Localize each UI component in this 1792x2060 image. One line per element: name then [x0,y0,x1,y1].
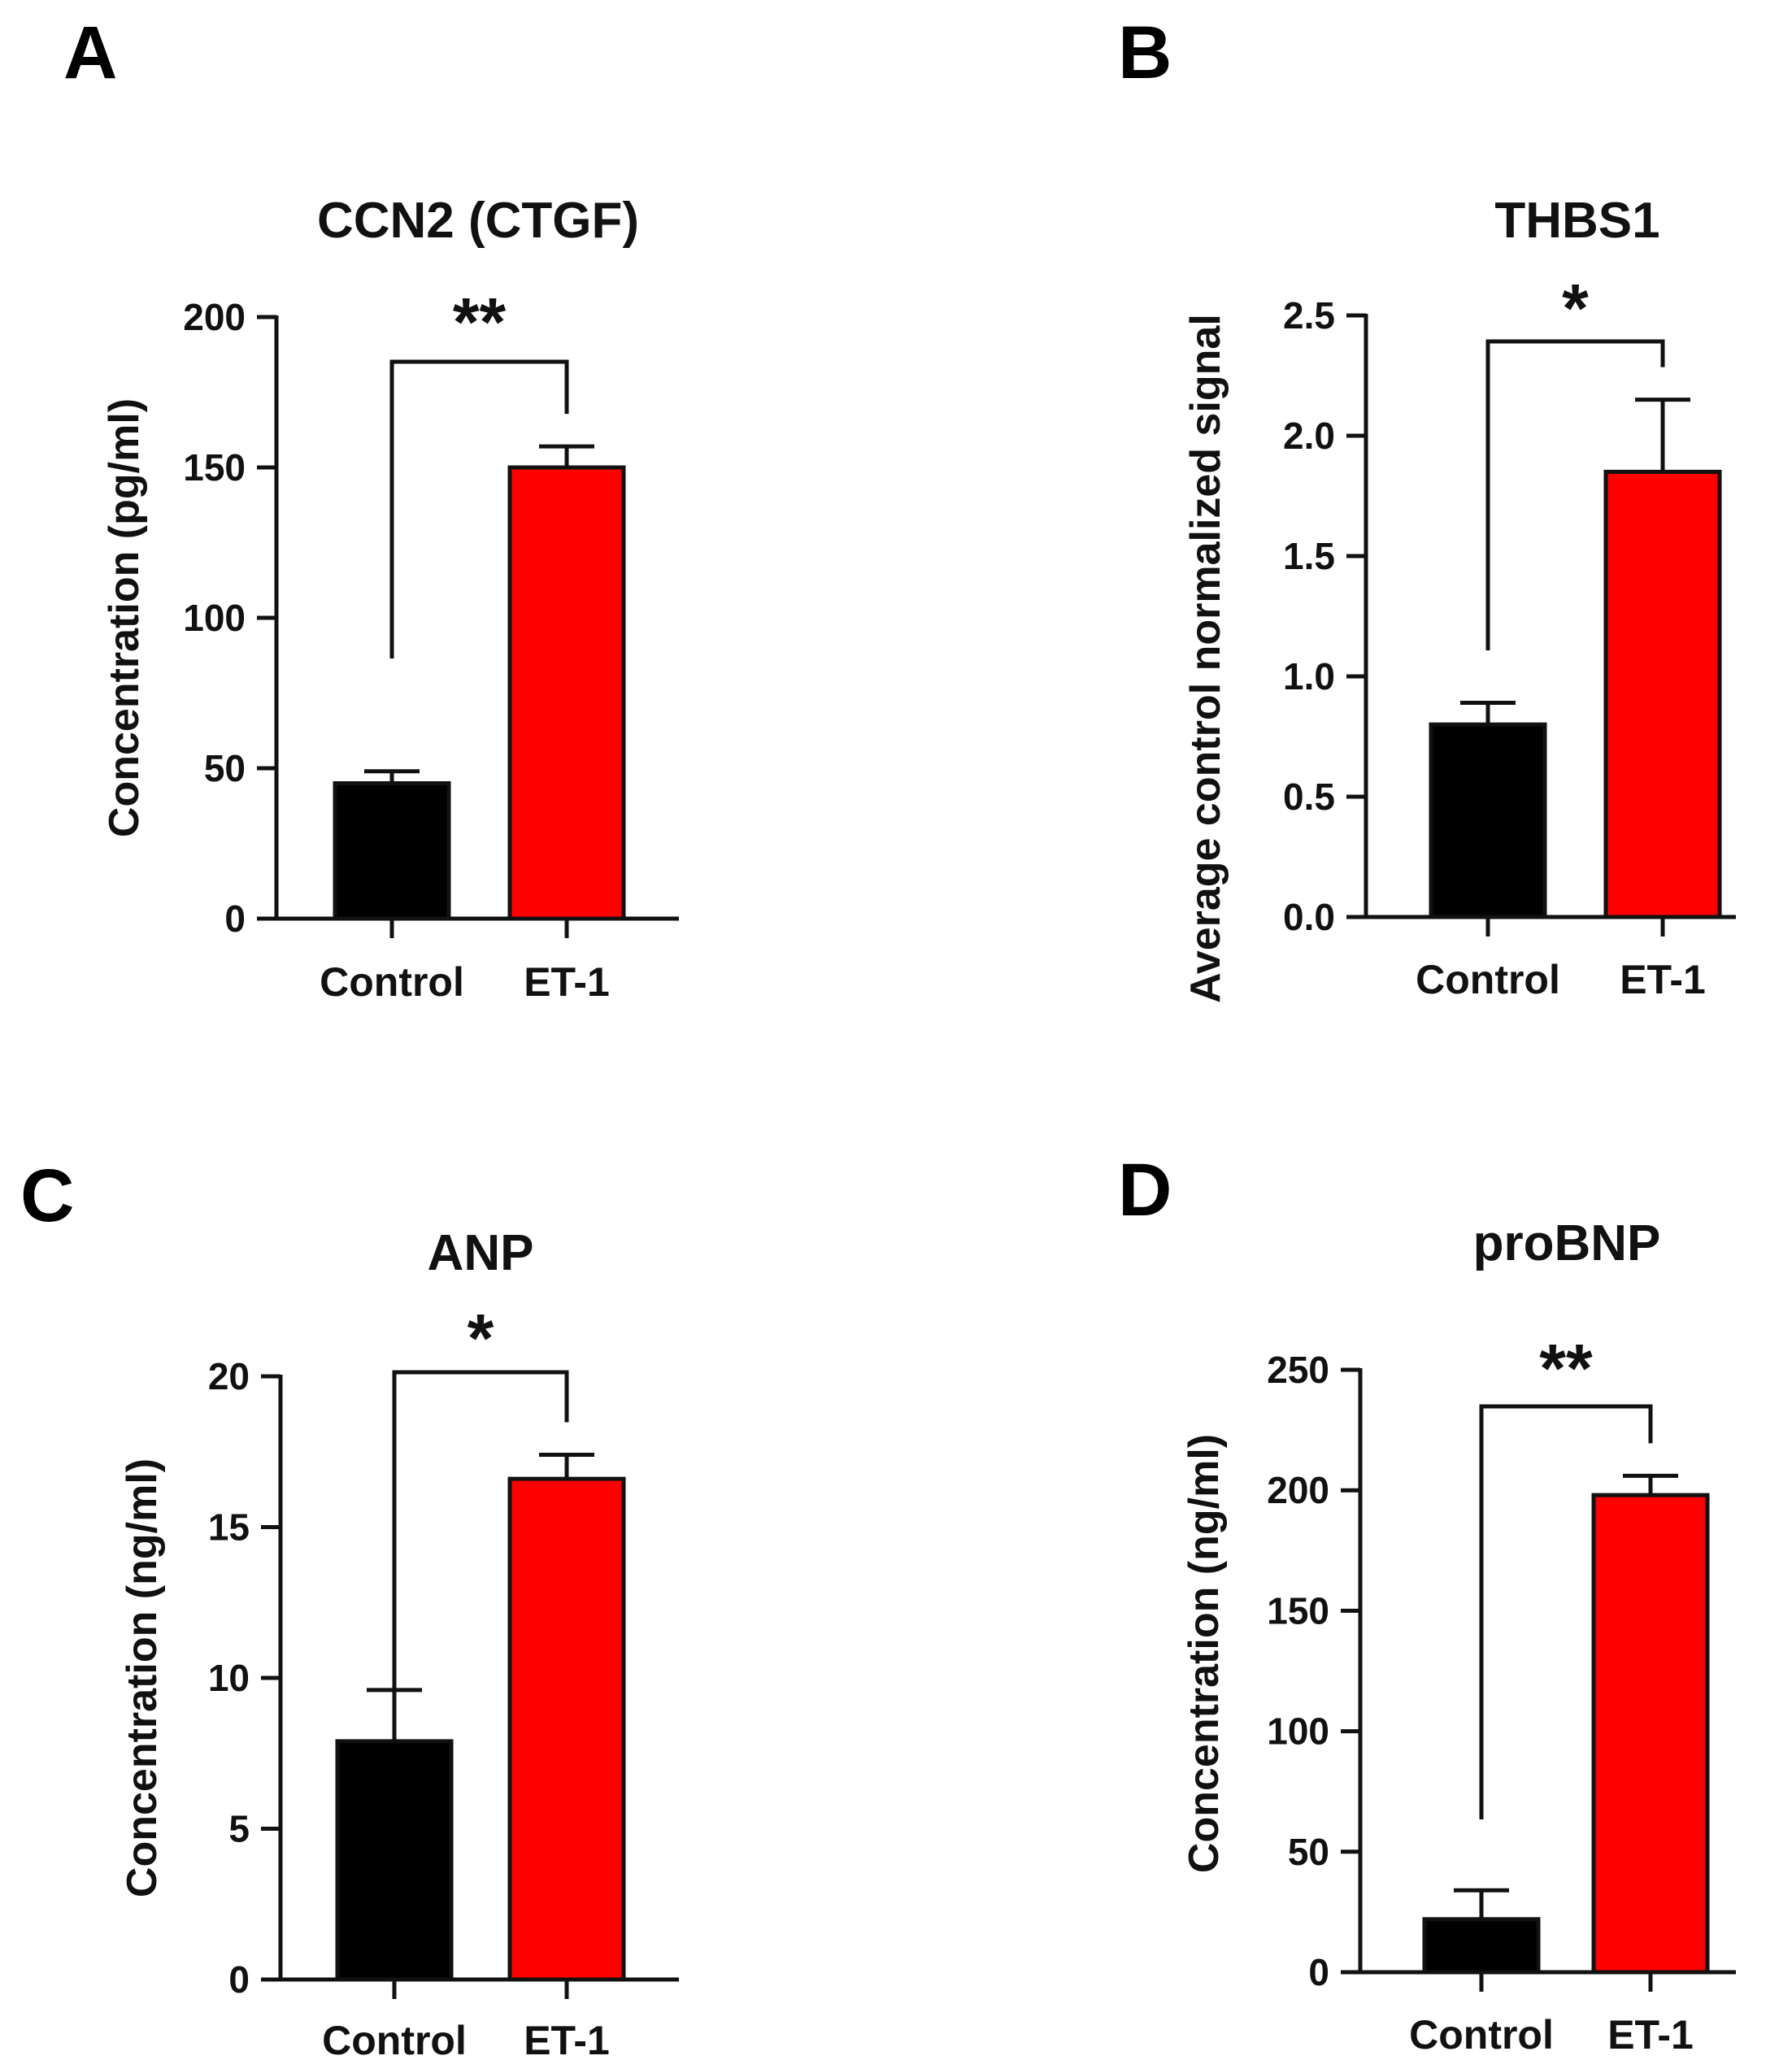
significance-bracket [392,1370,569,1714]
y-tick-label: 0 [1308,1951,1329,1993]
significance-marker: * [468,1300,494,1376]
x-category-label: Control [1409,2012,1554,2058]
panel-letter: C [20,1154,74,1237]
bar-control [335,1739,454,1982]
y-tick-label: 0 [228,1958,250,2001]
y-axis-label: Concentration (pg/ml) [101,398,148,837]
bar-et-1 [507,1476,626,1982]
y-tick-label: 0.0 [1283,896,1335,938]
y-tick-label: 5 [228,1808,250,1850]
panel-letter: D [1118,1149,1172,1232]
y-tick-label: 250 [1267,1349,1329,1391]
significance-bracket [1485,339,1665,650]
chart-title: THBS1 [1494,193,1659,249]
chart-title: proBNP [1473,1215,1661,1271]
y-tick-label: 20 [208,1355,250,1397]
significance-marker: * [1562,270,1589,346]
y-tick-label: 50 [204,747,246,789]
y-tick-label: 150 [183,446,246,489]
y-tick-label: 200 [1267,1469,1329,1511]
y-tick-label: 0 [224,897,246,940]
significance-bracket [1479,1404,1653,1819]
y-tick-label: 150 [1267,1589,1329,1632]
y-tick-label: 15 [208,1506,250,1549]
bar-control [1422,1917,1541,1975]
x-category-label: Control [322,2018,467,2060]
y-axis-label: Concentration (ng/ml) [1181,1434,1228,1873]
y-tick-label: 1.0 [1283,655,1335,698]
bar-et-1 [507,465,626,921]
significance-bracket [389,359,569,658]
y-tick-label: 2.0 [1283,415,1335,457]
y-axis-label: Average control normalized signal [1182,314,1229,1003]
panel-letter: A [63,11,117,94]
y-tick-label: 100 [1267,1710,1329,1753]
bar-et-1 [1603,469,1722,919]
x-category-label: ET-1 [1607,2012,1694,2058]
x-category-label: ET-1 [1620,957,1706,1002]
y-tick-label: 100 [183,597,246,639]
y-tick-label: 2.5 [1283,294,1335,337]
x-category-label: Control [320,959,464,1005]
chart-title: ANP [428,1225,534,1281]
y-tick-label: 0.5 [1283,776,1335,818]
bar-control [1429,722,1547,919]
chart-title: CCN2 (CTGF) [317,193,639,249]
panel-b: B THBS1 Average control normalized signal 0… [1118,11,1736,1003]
panel-a: A CCN2 (CTGF) Concentration (pg/ml) 0 50 100 1… [63,11,679,1005]
x-category-label: ET-1 [524,2018,610,2060]
significance-marker: ** [453,284,507,360]
y-tick-label: 200 [183,296,246,338]
x-category-label: ET-1 [524,959,610,1005]
significance-marker: ** [1539,1330,1593,1406]
x-category-label: Control [1416,957,1560,1002]
bar-control [333,781,451,921]
panel-c: C ANP Concentration (ng/ml) 0 5 10 15 20 Control… [20,1154,679,2060]
panel-letter: B [1118,11,1172,94]
y-tick-label: 50 [1288,1831,1329,1873]
y-tick-label: 10 [208,1657,250,1699]
bar-et-1 [1591,1493,1710,1975]
y-axis-label: Concentration (ng/ml) [119,1458,166,1897]
y-tick-label: 1.5 [1283,535,1335,577]
